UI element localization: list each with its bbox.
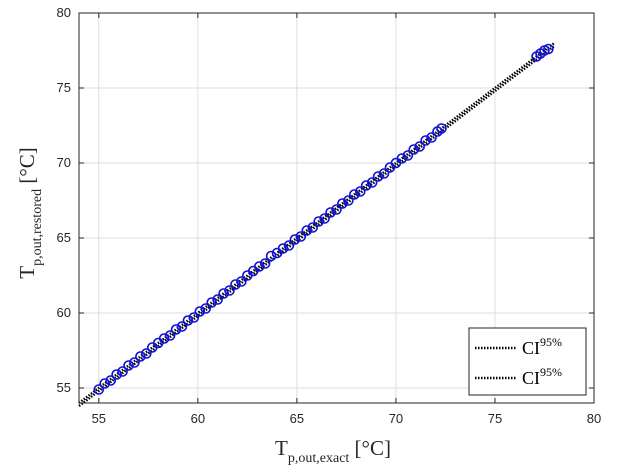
data-point (224, 285, 235, 296)
data-point (218, 288, 229, 299)
x-tick-label: 75 (488, 411, 502, 426)
data-point (543, 43, 554, 55)
data-point (253, 261, 265, 272)
data-point (295, 231, 307, 242)
data-point (378, 168, 390, 179)
data-point (93, 384, 105, 395)
data-point (426, 132, 437, 143)
y-tick-label: 65 (57, 230, 71, 245)
data-point (158, 333, 170, 344)
data-point (396, 153, 408, 164)
data-point (331, 204, 342, 215)
data-point (436, 123, 447, 134)
y-axis-ticks: 55 60 65 70 75 80 (57, 5, 594, 395)
legend-entry-1: CI95% (522, 335, 562, 358)
data-point (259, 258, 271, 269)
ci-line-1 (78, 42, 556, 404)
data-point (354, 186, 366, 197)
data-point (408, 144, 420, 155)
y-axis-label-sub: p,out,restored (30, 189, 45, 266)
legend: CI95% CI95% (468, 327, 587, 396)
data-point (414, 141, 425, 152)
data-point (337, 198, 348, 209)
data-points (93, 43, 554, 395)
y-axis-label-unit: [°C] (15, 147, 39, 189)
legend-entry-2-sup: 95% (540, 365, 562, 379)
x-axis-label: Tp,out,exact [°C] (275, 436, 391, 466)
legend-box (468, 327, 587, 396)
data-point (129, 357, 140, 368)
y-tick-label: 80 (57, 5, 71, 20)
data-point (111, 369, 122, 380)
data-point (349, 189, 360, 200)
data-point (420, 135, 431, 146)
data-point (402, 150, 414, 161)
data-point (343, 195, 354, 206)
data-point (188, 312, 200, 323)
y-axis-label: Tp,out,restored [°C] (15, 147, 45, 278)
data-point (176, 321, 188, 332)
data-point (105, 375, 116, 386)
data-point (200, 303, 212, 314)
x-tick-label: 65 (290, 411, 304, 426)
legend-entry-2-label: CI (522, 368, 540, 388)
data-point (206, 297, 218, 308)
data-point (325, 207, 336, 218)
data-point (319, 213, 330, 224)
data-point (307, 222, 319, 233)
data-point (360, 180, 372, 191)
data-point (236, 276, 247, 287)
data-point (123, 360, 134, 371)
x-axis-label-unit: [°C] (349, 436, 391, 460)
x-axis-label-sub: p,out,exact (288, 451, 350, 466)
y-tick-label: 60 (57, 305, 71, 320)
data-point (212, 294, 223, 305)
x-tick-label: 55 (92, 411, 106, 426)
y-tick-label: 55 (57, 380, 71, 395)
data-point (265, 250, 277, 262)
data-point (117, 366, 128, 377)
data-point (182, 315, 194, 326)
y-axis-label-main: T (15, 266, 39, 279)
data-point (99, 378, 111, 389)
data-point (141, 348, 152, 359)
data-point (194, 306, 206, 317)
plot-frame (78, 12, 595, 404)
x-tick-label: 70 (389, 411, 403, 426)
legend-entry-1-label: CI (522, 338, 540, 358)
legend-entry-2: CI95% (522, 365, 562, 388)
data-point (230, 279, 241, 290)
data-point (372, 171, 384, 182)
grid-lines (79, 12, 595, 403)
data-point (366, 177, 378, 188)
x-axis-label-main: T (275, 436, 288, 460)
x-tick-label: 80 (587, 411, 601, 426)
data-point (164, 330, 176, 341)
y-tick-label: 75 (57, 80, 71, 95)
legend-entry-1-sup: 95% (540, 335, 562, 349)
data-point (289, 234, 301, 245)
x-tick-label: 60 (191, 411, 205, 426)
data-point (313, 216, 324, 227)
data-point (283, 240, 295, 251)
data-point (301, 225, 313, 236)
data-point (170, 324, 182, 335)
data-point (277, 243, 289, 254)
data-point (135, 351, 146, 362)
x-axis-ticks: 55 60 65 70 75 80 (92, 13, 601, 426)
y-tick-label: 70 (57, 155, 71, 170)
